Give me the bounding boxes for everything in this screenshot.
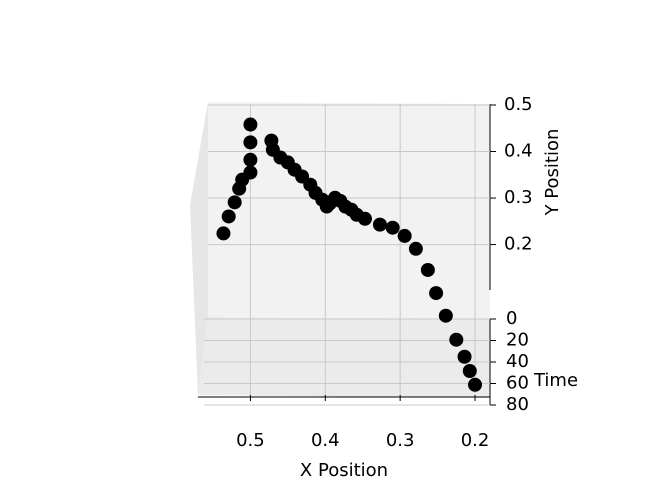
z-axis-label: Time (533, 370, 578, 391)
point (429, 286, 444, 301)
z-tick-label: 40 (506, 351, 529, 372)
point (243, 117, 258, 132)
y-axis-label: Y Position (542, 129, 563, 217)
side-pane (190, 102, 208, 395)
z-tick-label: 60 (506, 373, 529, 394)
point (243, 135, 258, 150)
point (462, 363, 477, 378)
floor-pane (198, 317, 490, 398)
x-tick-label: 0.4 (311, 430, 340, 451)
x-tick-label: 0.5 (236, 430, 265, 451)
x-axis-label: X Position (300, 460, 388, 481)
point (221, 209, 236, 224)
y-tick-label: 0.3 (504, 187, 533, 208)
point (243, 152, 258, 167)
x-tick-label: 0.3 (386, 430, 415, 451)
point (468, 377, 483, 392)
point (457, 349, 472, 364)
point (385, 220, 400, 235)
z-tick-label: 20 (506, 330, 529, 351)
point (216, 226, 231, 241)
y-tick-label: 0.5 (504, 94, 533, 115)
point (438, 308, 453, 323)
point (357, 211, 372, 226)
point (449, 332, 464, 347)
x-tick-label: 0.2 (461, 430, 490, 451)
point (372, 217, 387, 232)
point (397, 228, 412, 243)
y-tick-label: 0.4 (504, 141, 533, 162)
y-tick-label: 0.2 (504, 234, 533, 255)
point (227, 195, 242, 210)
point (243, 165, 258, 180)
z-tick-label: 0 (506, 308, 517, 329)
point (408, 241, 423, 256)
z-tick-label: 80 (506, 394, 529, 415)
point (420, 262, 435, 277)
